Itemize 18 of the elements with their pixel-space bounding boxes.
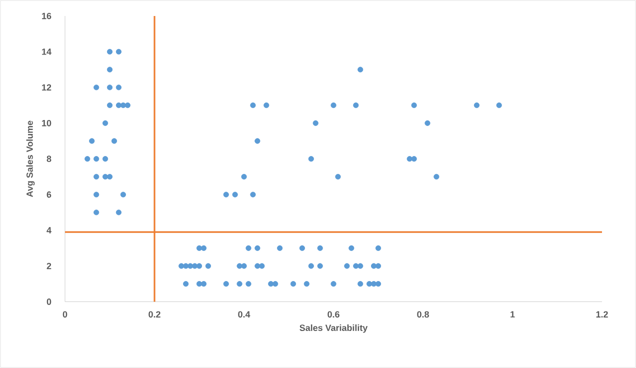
y-tick-label: 14 [42,48,52,55]
y-tick-label: 12 [42,84,52,91]
x-axis-title: Sales Variability [300,324,368,333]
y-axis-title: Avg Sales Volume [26,120,35,197]
y-tick-label: 4 [46,227,52,234]
y-tick-label: 2 [46,262,52,270]
x-tick-label: 0 [62,311,68,318]
x-tick-label: 0.4 [238,311,250,318]
y-tick-label: 0 [46,298,52,305]
y-tick-label: 10 [42,120,52,126]
x-tick-label: 0.2 [148,311,160,318]
x-tick-label: 0.8 [417,311,429,318]
x-tick-label: 1 [510,311,515,318]
x-tick-label: 0.6 [328,311,340,318]
y-tick-label: 8 [46,156,52,162]
y-tick-label: 6 [46,191,52,198]
x-tick-label: 1.2 [596,311,608,318]
y-tick-label: 16 [42,12,52,20]
